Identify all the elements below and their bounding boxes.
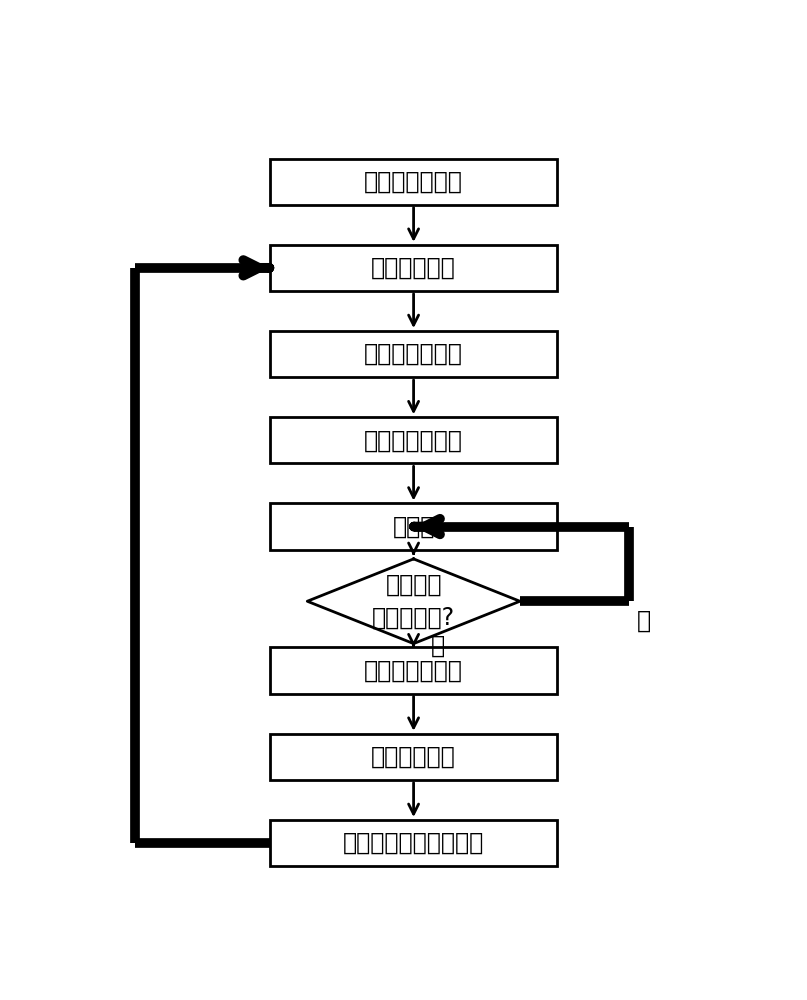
Text: 温度采集控制器: 温度采集控制器	[364, 659, 463, 683]
Bar	[270, 734, 558, 780]
Bar	[270, 820, 558, 866]
Bar	[270, 417, 558, 463]
Text: 起弧并完成下一堆敷层: 起弧并完成下一堆敷层	[343, 831, 484, 855]
Text: 温度采集控制器: 温度采集控制器	[364, 428, 463, 452]
Text: 一道堆敷层完成: 一道堆敷层完成	[364, 170, 463, 194]
Text: 是: 是	[431, 634, 445, 658]
Text: 温度小于
预设温度值?: 温度小于 预设温度值?	[372, 572, 455, 630]
Bar	[270, 331, 558, 377]
Bar	[270, 245, 558, 291]
Bar	[270, 159, 558, 205]
Bar	[270, 503, 558, 550]
Text: 检测位置等待: 检测位置等待	[371, 256, 456, 280]
Text: 计算机: 计算机	[392, 515, 435, 539]
Text: 机器人控制柜: 机器人控制柜	[371, 745, 456, 769]
Text: 否: 否	[637, 608, 651, 633]
Bar	[270, 647, 558, 694]
Text: 红外温度传感器: 红外温度传感器	[364, 342, 463, 366]
